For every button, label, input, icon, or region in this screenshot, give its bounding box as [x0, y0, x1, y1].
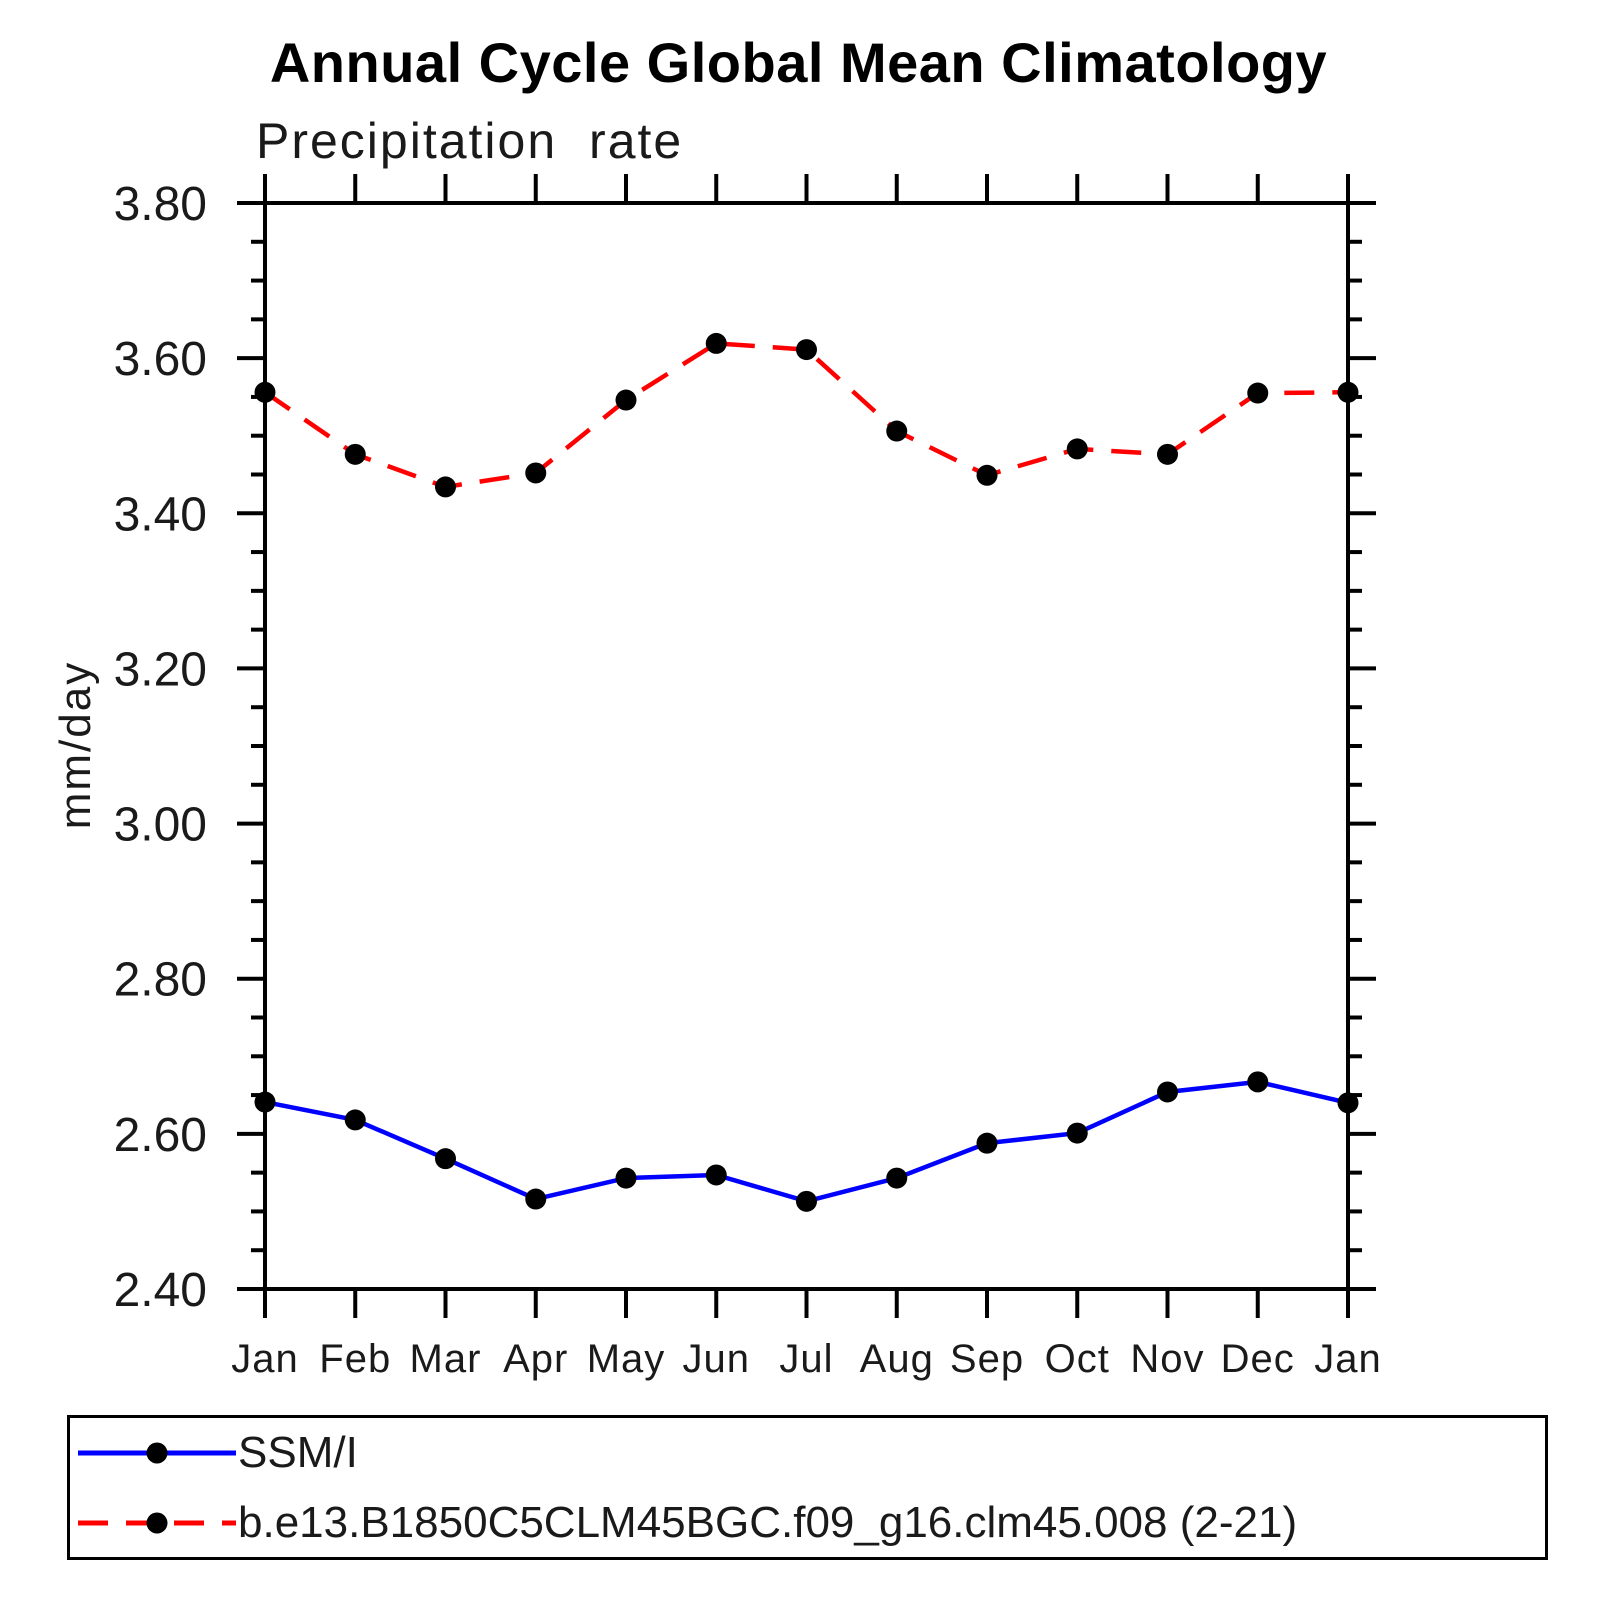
- y-tick-label: 2.60: [114, 1109, 207, 1162]
- x-tick-label: Sep: [950, 1337, 1024, 1381]
- data-point-marker: [435, 1148, 456, 1170]
- data-point-marker: [254, 381, 276, 403]
- data-point-marker: [435, 476, 456, 498]
- y-tick-label: 2.40: [114, 1264, 207, 1317]
- x-tick-label: Jan: [231, 1337, 299, 1381]
- data-point-marker: [1247, 382, 1269, 404]
- legend-item-0: SSM/I: [74, 1422, 1545, 1484]
- series-line-0: [264, 1079, 1349, 1204]
- y-tick-label: 3.60: [114, 333, 207, 386]
- legend-marker: [146, 1442, 168, 1463]
- x-tick-label: Aug: [860, 1337, 934, 1381]
- data-point-marker: [1337, 1092, 1359, 1114]
- data-point-marker: [976, 464, 998, 486]
- legend-line-sample-1: [78, 1512, 236, 1533]
- y-tick-label: 3.80: [114, 178, 207, 231]
- legend-label-0: SSM/I: [238, 1427, 358, 1477]
- x-tick-label: Feb: [319, 1337, 391, 1381]
- axis-frame: [263, 201, 1350, 1291]
- data-point-marker: [1247, 1071, 1269, 1093]
- legend-item-1: b.e13.B1850C5CLM45BGC.f09_g16.clm45.008 …: [74, 1492, 1545, 1554]
- data-point-marker: [796, 1190, 817, 1212]
- y-tick-label: 3.00: [114, 799, 207, 852]
- x-tick-label: Nov: [1130, 1337, 1204, 1381]
- x-tick-label: Mar: [410, 1337, 482, 1381]
- data-point-marker: [705, 332, 727, 354]
- x-tick-label: Apr: [503, 1337, 568, 1381]
- data-point-marker: [1066, 1122, 1088, 1144]
- legend-line-sample-0: [78, 1442, 236, 1463]
- y-tick-label: 2.80: [114, 954, 207, 1007]
- data-point-marker: [1066, 438, 1088, 460]
- data-point-marker: [525, 1188, 547, 1210]
- data-point-marker: [615, 1167, 637, 1189]
- y-tick-label: 3.20: [114, 643, 207, 696]
- data-point-marker: [1157, 443, 1178, 465]
- legend-box: SSM/I b.e13.B1850C5CLM45BGC.f09_g16.clm45…: [67, 1415, 1548, 1560]
- x-tick-label: Jan: [1314, 1337, 1382, 1381]
- chart-subtitle: Precipitation rate: [256, 113, 684, 169]
- data-point-marker: [1157, 1081, 1178, 1103]
- data-point-marker: [886, 420, 908, 442]
- chart-title: Annual Cycle Global Mean Climatology: [269, 31, 1328, 94]
- legend-marker: [146, 1512, 168, 1533]
- data-point-marker: [1337, 381, 1359, 403]
- x-tick-label: Jul: [779, 1337, 833, 1381]
- x-tick-label: May: [587, 1337, 666, 1381]
- data-point-marker: [796, 339, 817, 361]
- y-tick-label: 3.40: [114, 488, 207, 541]
- data-point-marker: [344, 443, 366, 465]
- x-tick-label: Oct: [1045, 1337, 1110, 1381]
- data-point-marker: [254, 1091, 276, 1113]
- data-point-marker: [615, 389, 637, 411]
- series-line-1: [263, 341, 1349, 490]
- legend-label-1: b.e13.B1850C5CLM45BGC.f09_g16.clm45.008 …: [238, 1497, 1298, 1547]
- x-tick-label: Dec: [1221, 1337, 1295, 1381]
- data-point-marker: [525, 462, 547, 484]
- data-point-marker: [886, 1167, 908, 1189]
- data-point-marker: [976, 1132, 998, 1154]
- data-point-marker: [344, 1109, 366, 1131]
- x-tick-label: Jun: [683, 1337, 751, 1381]
- data-point-marker: [705, 1164, 727, 1186]
